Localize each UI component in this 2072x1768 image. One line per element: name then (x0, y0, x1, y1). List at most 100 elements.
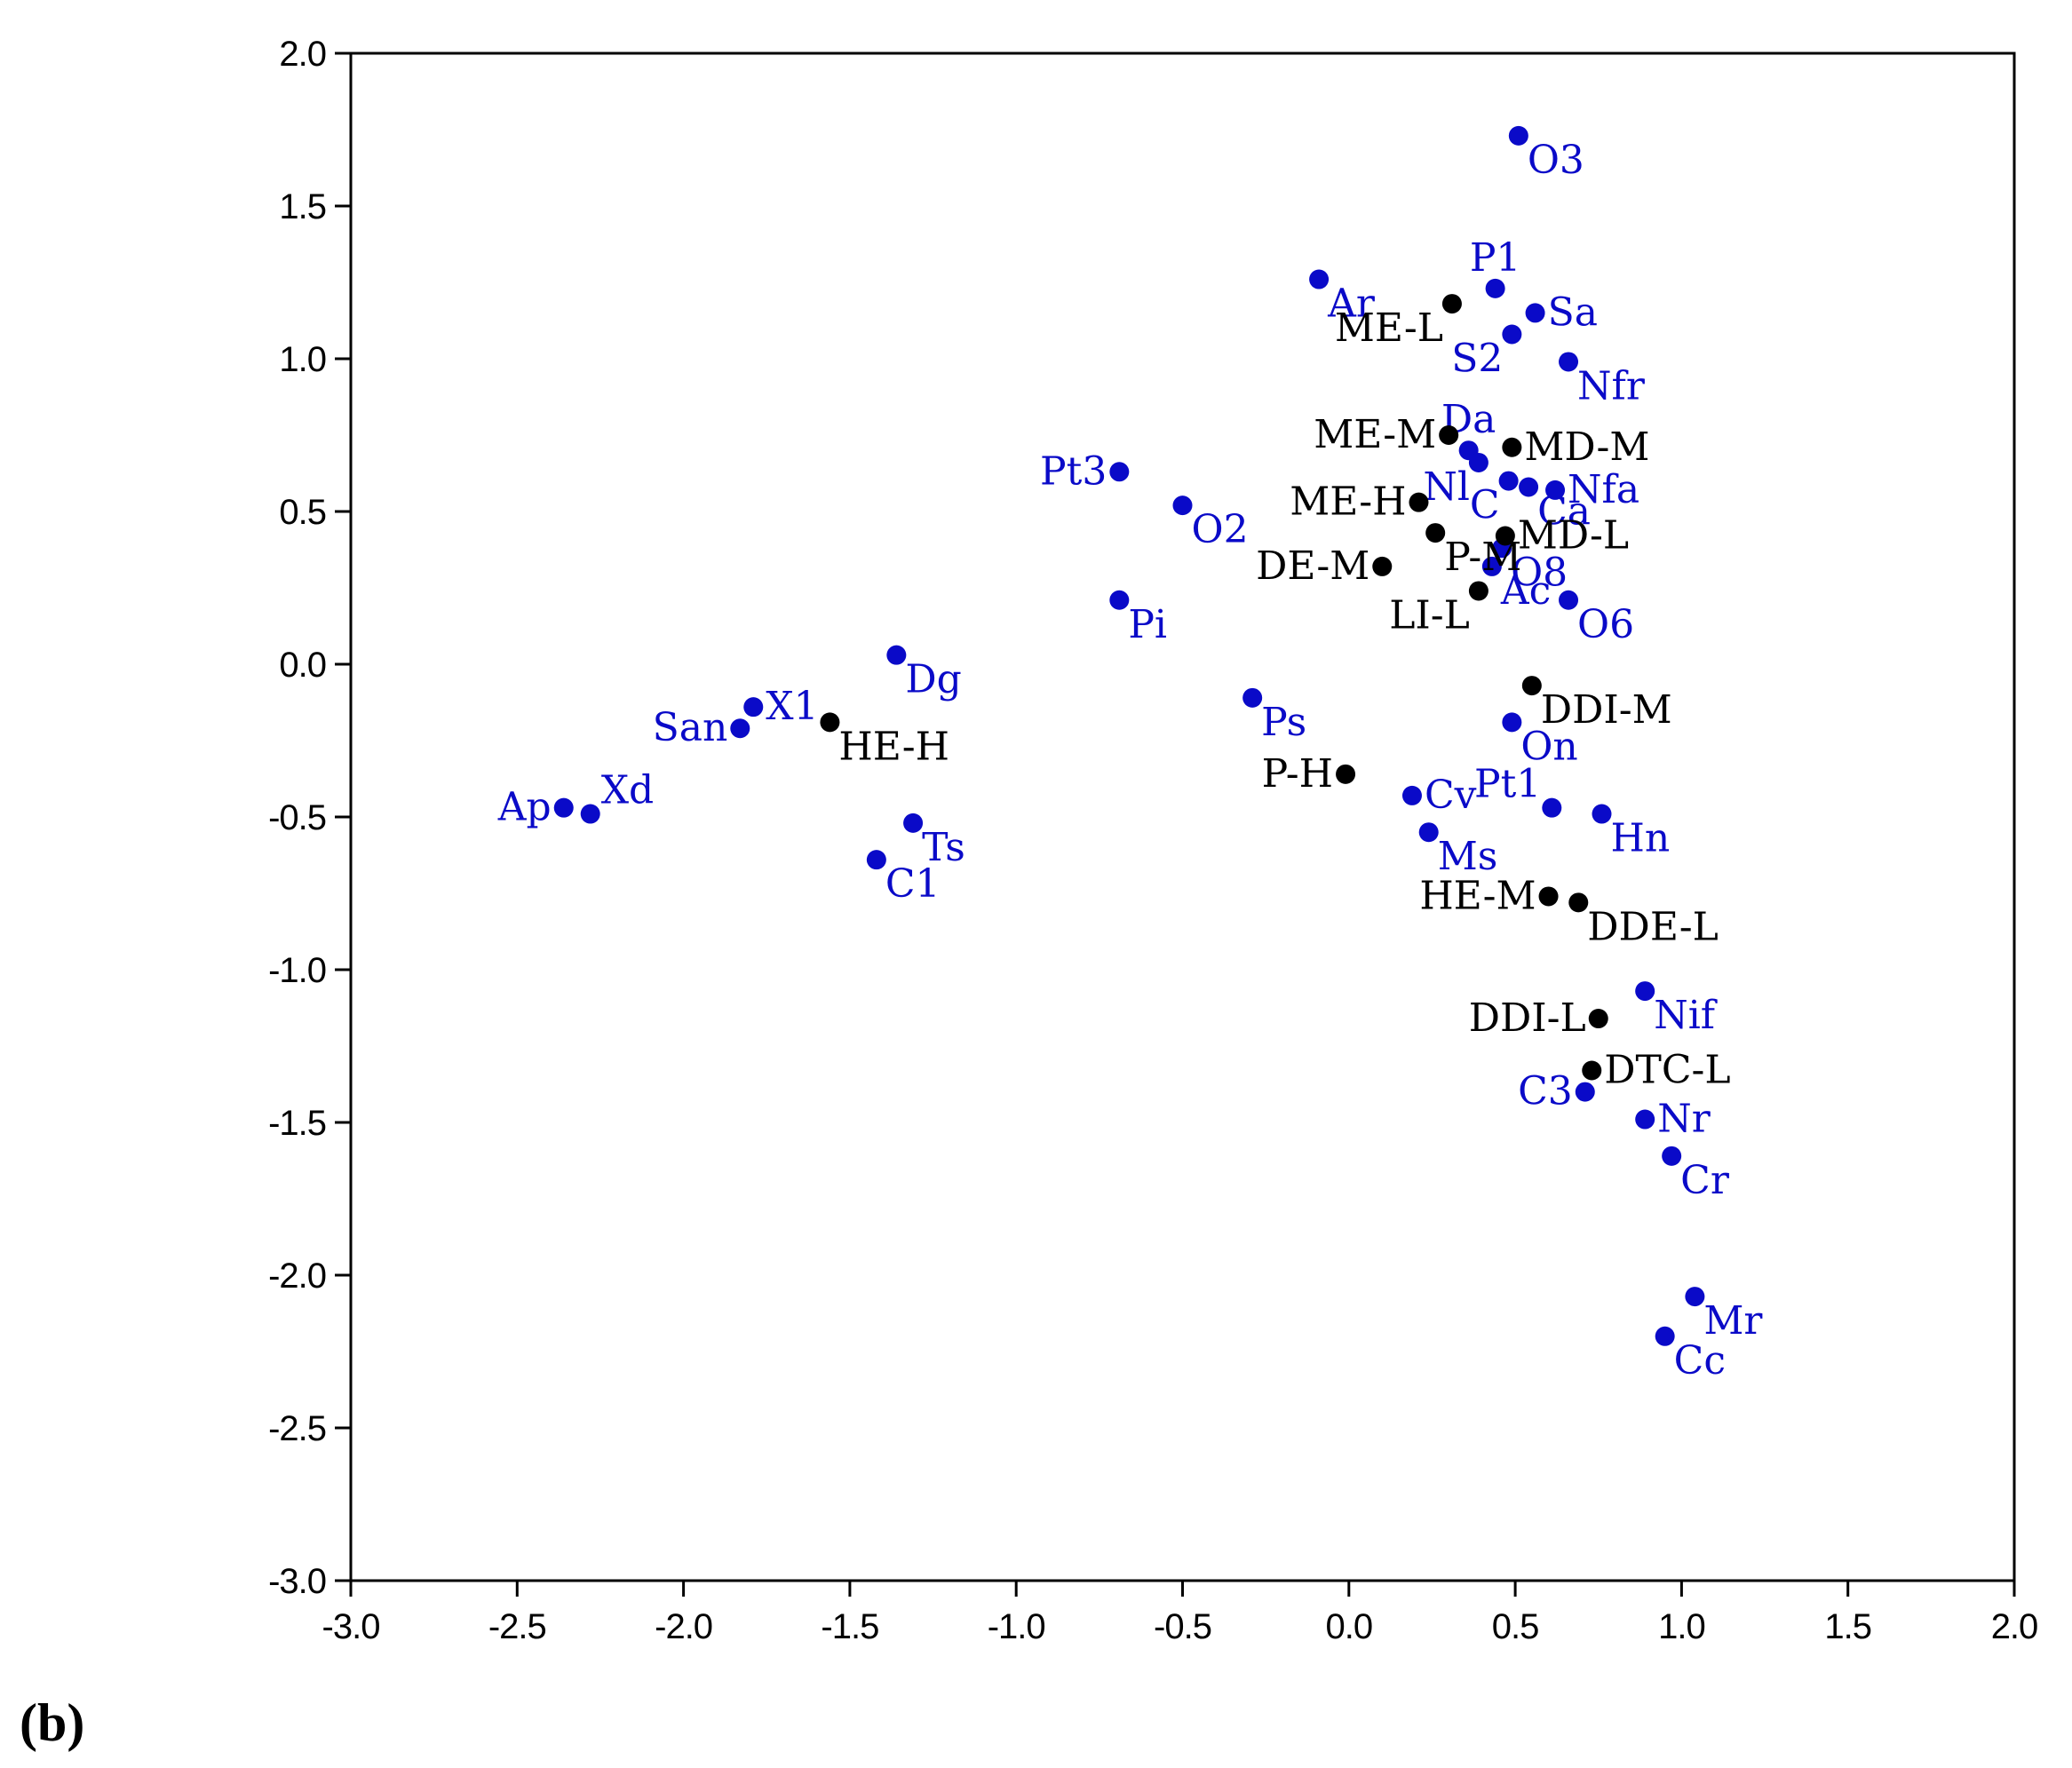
point-label: Ms (1438, 834, 1498, 879)
point-o3 (1508, 125, 1528, 146)
point-dtc-l (1582, 1060, 1602, 1081)
point-label: Ap (497, 785, 552, 830)
point-hn (1592, 804, 1612, 824)
point-label: C1 (885, 861, 941, 907)
y-tick-label: 1.5 (279, 187, 326, 226)
point-c (1498, 471, 1519, 491)
point-dg (886, 645, 907, 665)
point-ps (1242, 687, 1263, 708)
x-tick-label: -2.5 (488, 1607, 546, 1646)
point-label: P1 (1470, 235, 1521, 281)
point-sa (1525, 303, 1545, 323)
point-label: Ar (1327, 281, 1376, 327)
point-x1 (743, 697, 764, 718)
axes: -3.0 -2.5 -2.0 -1.5 -1.0 -0.5 0.0 0.5 1.0 1.5 2.0 2… (268, 35, 2038, 1646)
x-tick-label: -1.5 (821, 1607, 878, 1646)
point-pt1 (1542, 797, 1562, 818)
point-label: O3 (1528, 138, 1584, 183)
point-label: O2 (1192, 507, 1249, 552)
x-tick-label: 0.5 (1492, 1607, 1539, 1646)
point-label: DTC-L (1604, 1048, 1730, 1093)
y-tick-label: -2.0 (268, 1257, 326, 1296)
point-cr (1662, 1146, 1682, 1166)
point-label: MD-M (1524, 424, 1649, 470)
point-me-m (1439, 425, 1459, 445)
point-o2 (1172, 496, 1193, 516)
point-label: Cv (1425, 773, 1477, 818)
point-label: Pt1 (1474, 762, 1541, 807)
point-nfr (1559, 352, 1579, 372)
point-p-h (1336, 764, 1356, 784)
point-label: P-H (1262, 751, 1333, 797)
x-tick-label: 1.0 (1658, 1607, 1705, 1646)
point-label: San (653, 705, 728, 750)
point-label: C3 (1518, 1069, 1573, 1114)
x-tick-label: -3.0 (322, 1607, 380, 1646)
point-label: DE-M (1256, 543, 1369, 589)
point-label: HE-H (838, 724, 949, 769)
point-c3 (1575, 1082, 1595, 1102)
point-o6 (1559, 590, 1579, 610)
point-ac (1481, 556, 1502, 576)
point-ca (1519, 477, 1539, 497)
point-nr (1635, 1109, 1655, 1130)
point-dde-l (1568, 892, 1589, 913)
point-pi (1109, 590, 1130, 610)
point-nif (1635, 981, 1655, 1002)
point-label: Ts (922, 825, 965, 870)
point-label: DDI-L (1469, 995, 1586, 1041)
plot-frame (349, 52, 2016, 1582)
point-label: Xd (601, 768, 655, 813)
point-label: Ca (1537, 488, 1591, 534)
x-tick-label: 1.5 (1824, 1607, 1871, 1646)
x-tick-label: 2.0 (1991, 1607, 2038, 1646)
point-md-l (1495, 526, 1515, 546)
y-tick-label: -0.5 (268, 798, 326, 837)
point-label: Cc (1674, 1338, 1726, 1383)
point-label: O8 (1511, 550, 1568, 595)
point-p-m (1425, 523, 1446, 543)
point-label: O6 (1577, 602, 1634, 647)
y-tick-label: 1.0 (279, 340, 326, 379)
point-label: Nfr (1577, 363, 1646, 408)
x-tick-label: -2.0 (655, 1607, 712, 1646)
point-label: P-M (1444, 535, 1521, 580)
point-label: C (1470, 483, 1500, 528)
point-label: ME-H (1290, 480, 1406, 525)
point-label: Pt3 (1040, 448, 1107, 494)
point-nfa (1545, 480, 1566, 500)
point-ap (553, 797, 574, 818)
point-nl (1468, 452, 1489, 472)
point-label: Nl (1423, 464, 1470, 510)
y-tick-label: 2.0 (279, 35, 326, 74)
point-label: Pi (1128, 602, 1167, 647)
point-li-l (1468, 581, 1489, 601)
point-ddi-m (1521, 676, 1542, 696)
point-label: MD-L (1518, 513, 1629, 559)
point-ddi-l (1588, 1009, 1608, 1029)
point-s2 (1502, 324, 1522, 345)
panel-label: (b) (20, 1693, 84, 1752)
point-label: Cr (1680, 1158, 1730, 1203)
point-label: DDI-M (1541, 687, 1672, 733)
point-label: HE-M (1419, 873, 1536, 918)
point-de-m (1372, 556, 1393, 576)
point-me-h (1409, 492, 1429, 512)
series-1: ME-L ME-M MD-M ME-H MD-LP-M DE-M LI-L DDI-M HE-H… (820, 294, 1731, 1093)
point-label: DDE-L (1587, 904, 1719, 949)
point-me-l (1441, 294, 1462, 314)
point-label: Dg (905, 657, 961, 702)
y-tick-label: -1.5 (268, 1104, 326, 1143)
point-label: Hn (1610, 816, 1670, 861)
point-he-m (1538, 886, 1559, 907)
point-label: LI-L (1389, 592, 1470, 638)
point-md-m (1502, 437, 1522, 457)
point-label: ME-L (1335, 305, 1443, 351)
point-label: Mr (1703, 1298, 1763, 1344)
point-label: Ac (1500, 568, 1551, 614)
point-on (1502, 712, 1522, 733)
point-label: X1 (766, 684, 818, 729)
y-tick-label: 0.0 (279, 646, 326, 685)
